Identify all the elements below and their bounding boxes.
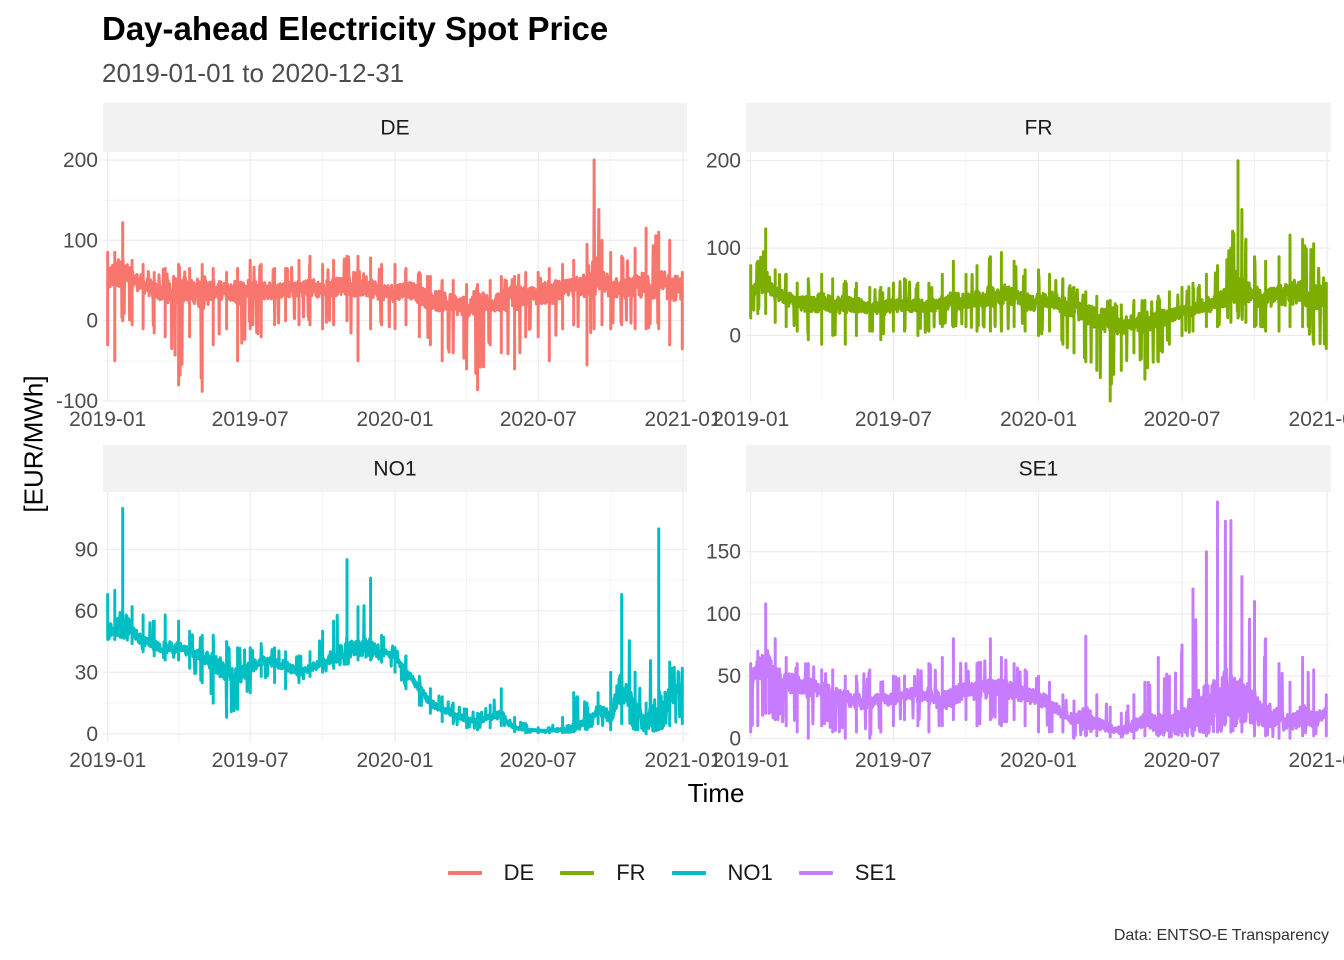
legend-key-de — [447, 871, 482, 875]
x-tick-label: 2020-01 — [1000, 408, 1077, 431]
y-tick-label: 0 — [729, 324, 741, 347]
x-tick-label: 2019-01 — [69, 408, 146, 431]
legend-label-fr: FR — [616, 860, 646, 885]
x-tick-label: 2020-07 — [500, 408, 577, 431]
legend-label-no1: NO1 — [727, 860, 773, 885]
x-tick-label: 2020-01 — [1000, 749, 1077, 772]
legend-item-se1: SE1 — [798, 860, 897, 886]
x-tick-label: 2020-01 — [356, 749, 433, 772]
x-tick-label: 2019-01 — [712, 408, 789, 431]
x-tick-label: 2021-01 — [1289, 749, 1344, 772]
legend-key-fr — [560, 871, 595, 875]
x-tick-label: 2020-01 — [356, 408, 433, 431]
facet-strip-label-no1: NO1 — [373, 458, 416, 481]
y-tick-label: 200 — [706, 150, 741, 173]
chart-title: Day-ahead Electricity Spot Price — [102, 10, 609, 47]
x-tick-label: 2019-01 — [712, 749, 789, 772]
y-tick-label: 100 — [706, 237, 741, 260]
series-line-fr — [749, 159, 1328, 403]
facet-strip-label-de: DE — [380, 117, 409, 140]
y-tick-label: 0 — [729, 727, 741, 750]
y-tick-label: 100 — [706, 603, 741, 626]
y-tick-label: 60 — [75, 600, 98, 623]
facet-strip-fr — [746, 103, 1331, 152]
y-tick-label: 0 — [86, 310, 98, 333]
x-tick-label: 2020-07 — [1143, 408, 1220, 431]
x-tick-label: 2019-07 — [855, 749, 932, 772]
facet-no1: NO1 90 60 30 0 2019-01 2019-07 2020-01 2020-07 20… — [69, 445, 722, 772]
caption: Data: ENTSO-E Transparency — [1113, 927, 1329, 944]
legend-key-se1 — [798, 871, 833, 875]
legend-item-fr: FR — [560, 860, 646, 886]
x-axis-label: Time — [687, 778, 745, 808]
x-tick-label: 2020-07 — [500, 749, 577, 772]
y-tick-label: 0 — [86, 723, 98, 746]
x-tick-label: 2019-07 — [855, 408, 932, 431]
x-tick-label: 2019-01 — [69, 749, 146, 772]
legend-label-se1: SE1 — [854, 860, 897, 885]
y-tick-label: 90 — [75, 538, 98, 561]
facet-strip-label-se1: SE1 — [1019, 458, 1059, 481]
legend-label-de: DE — [503, 860, 535, 885]
legend-item-de: DE — [447, 860, 535, 886]
facet-strip-no1 — [103, 445, 687, 492]
x-tick-label: 2020-07 — [1143, 749, 1220, 772]
y-tick-label: -100 — [56, 390, 98, 413]
x-tick-label: 2019-07 — [212, 749, 289, 772]
legend-key-no1 — [671, 871, 706, 875]
x-tick-label: 2021-01 — [645, 749, 722, 772]
y-tick-label: 30 — [75, 661, 98, 684]
y-tick-label: 100 — [63, 229, 98, 252]
series-line-se1 — [749, 500, 1328, 740]
facet-strip-de — [103, 103, 687, 152]
facet-strip-label-fr: FR — [1025, 117, 1053, 140]
series-line-no1 — [106, 506, 684, 736]
x-tick-label: 2021-01 — [645, 408, 722, 431]
legend: DE FR NO1 SE1 — [0, 860, 1344, 886]
y-tick-label: 150 — [706, 541, 741, 564]
y-tick-label: 50 — [718, 665, 741, 688]
x-tick-label: 2019-07 — [212, 408, 289, 431]
y-tick-label: 200 — [63, 149, 98, 172]
legend-item-no1: NO1 — [671, 860, 773, 886]
facet-fr: FR 200 100 0 2019-01 2019-07 2020-01 2020-07 202… — [706, 103, 1344, 431]
series-line-de — [106, 158, 684, 393]
chart-subtitle: 2019-01-01 to 2020-12-31 — [102, 58, 405, 88]
x-tick-label: 2021-01 — [1289, 408, 1344, 431]
facet-strip-se1 — [746, 445, 1331, 492]
